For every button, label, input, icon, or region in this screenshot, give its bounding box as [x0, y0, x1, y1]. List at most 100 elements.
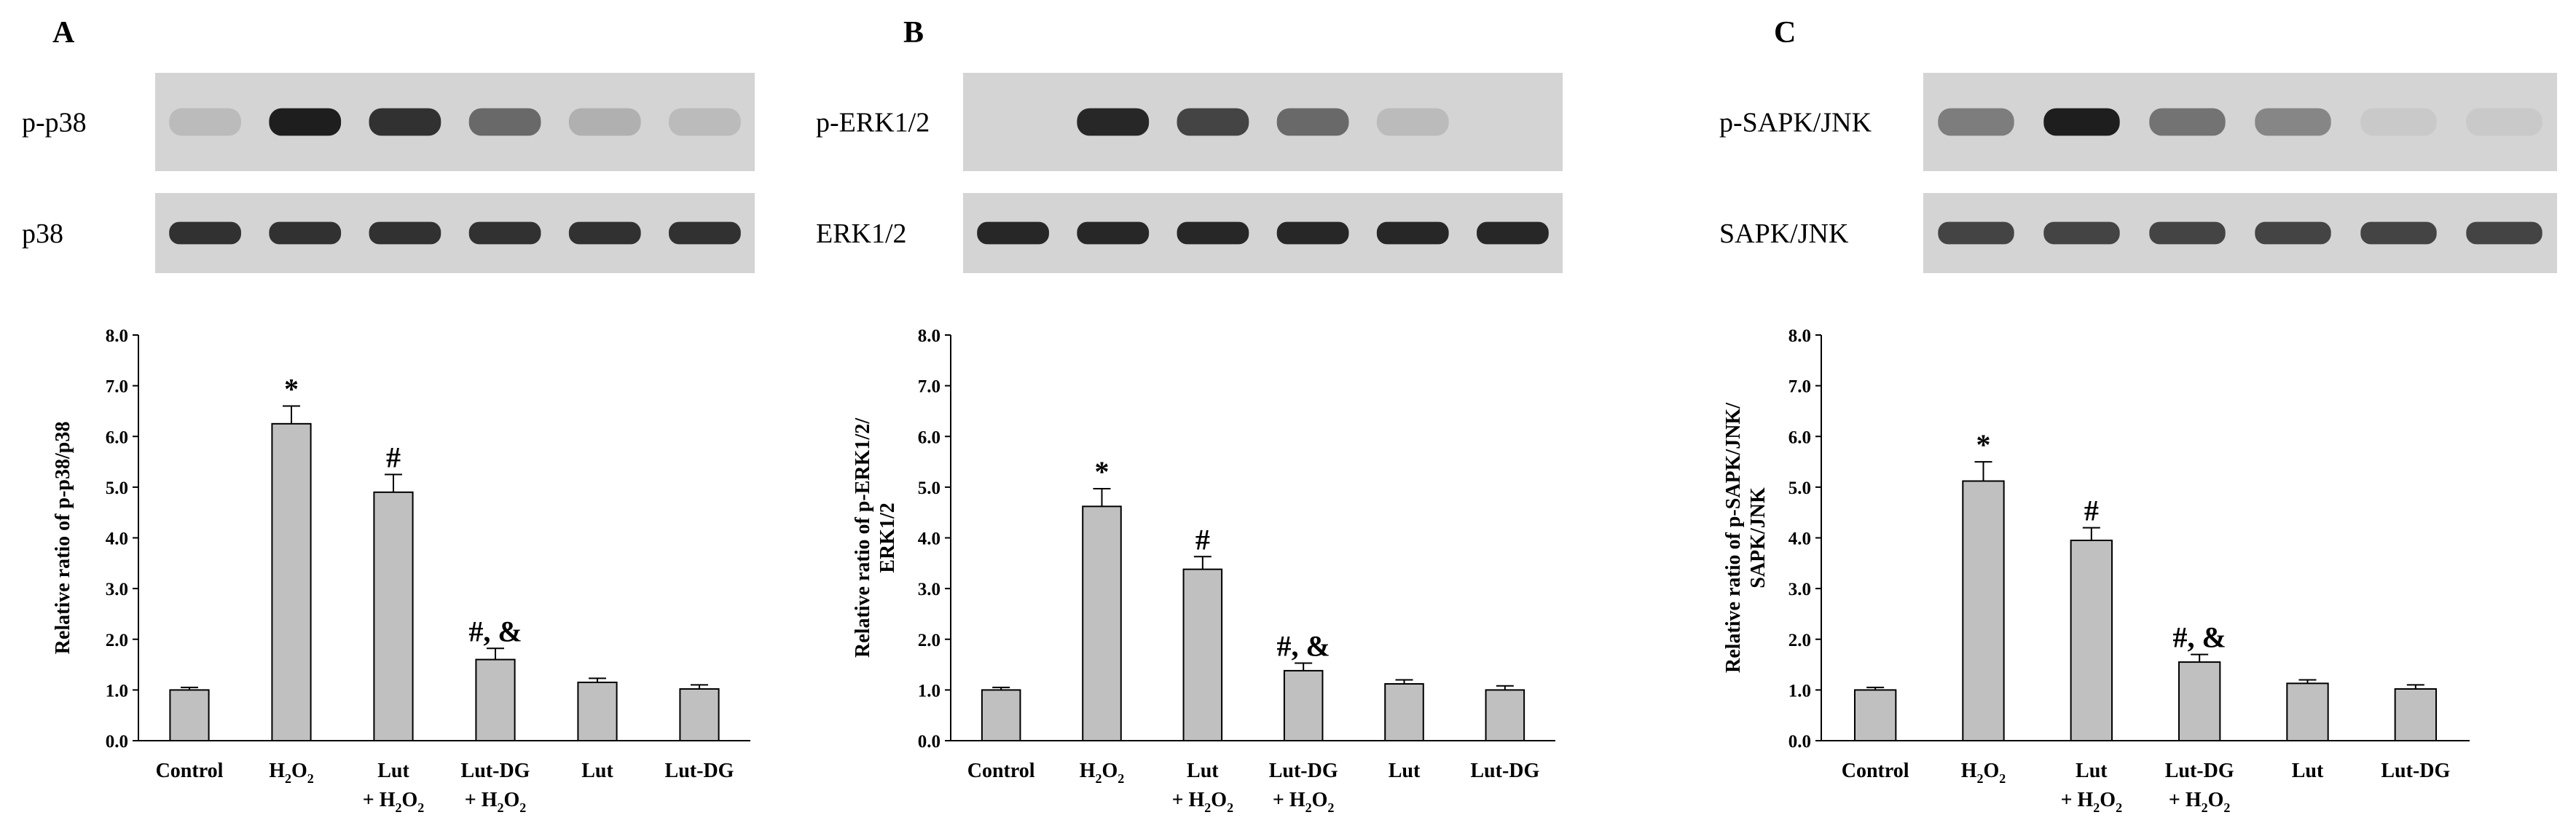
- blot-band: [2360, 108, 2437, 136]
- y-tick-label: 0.0: [918, 732, 941, 752]
- x-tick-label: Control: [156, 760, 224, 782]
- y-tick-label: 6.0: [106, 428, 128, 447]
- y-tick-label: 1.0: [106, 681, 128, 701]
- bar: [2394, 688, 2438, 741]
- blot-band: [269, 108, 342, 136]
- y-tick-label: 5.0: [918, 478, 941, 498]
- blot-band: [1276, 108, 1349, 136]
- y-axis-label-line: Relative ratio of p-p38/p38: [52, 422, 74, 655]
- blot-label: SAPK/JNK: [1719, 218, 1849, 249]
- blot-background: [155, 193, 755, 273]
- western-blot: [155, 73, 755, 171]
- blot-band: [2043, 221, 2120, 245]
- axes: 0.0 1.0 2.0 3.0 4.0 5.0 6.0 7.0 8.0: [1788, 326, 2470, 752]
- bar: [1853, 689, 1897, 741]
- bar: [1962, 480, 2005, 742]
- y-tick-label: 5.0: [106, 478, 128, 498]
- bar: [2286, 682, 2329, 741]
- significance-label: #: [1195, 523, 1210, 556]
- western-blot: [1923, 73, 2557, 171]
- blot-band: [269, 221, 342, 245]
- bar: [1283, 669, 1324, 741]
- y-tick-label: 5.0: [1788, 478, 1811, 498]
- blot-band: [568, 221, 641, 245]
- bar: [169, 689, 210, 741]
- y-tick-label: 8.0: [918, 326, 941, 346]
- y-axis-label: Relative ratio of p-SAPK/JNK/SAPK/JNK: [1722, 402, 1770, 673]
- y-tick-label: 3.0: [1788, 580, 1811, 599]
- y-tick-label: 1.0: [1788, 681, 1811, 701]
- y-axis-label-line: Relative ratio of p-ERK1/2/: [852, 417, 874, 658]
- x-tick-label-line2: + H2O2: [465, 789, 527, 815]
- blot-band: [2255, 221, 2331, 245]
- x-tick-label-line2: + H2O2: [2169, 789, 2231, 815]
- blot-band: [169, 221, 241, 245]
- significance-label: #, &: [1277, 629, 1330, 662]
- western-blot: [963, 73, 1563, 171]
- x-tick-label: Lut: [1389, 760, 1421, 782]
- blot-background: [963, 73, 1563, 171]
- x-tick-label: Lut-DG: [665, 760, 734, 782]
- panel-a: Ap-p38 p38 0.0 1.0 2.0 3.0 4.0 5.0 6.0 7.0 8.0 Rela…: [22, 16, 755, 815]
- x-tick-label-line2: + H2O2: [363, 789, 425, 815]
- y-tick-label: 6.0: [1788, 428, 1811, 447]
- x-tick-label-line2: + H2O2: [1273, 789, 1335, 815]
- x-tick-label: Lut-DG: [2165, 760, 2234, 782]
- x-tick-label: H2O2: [1080, 760, 1125, 786]
- blot-band: [169, 108, 241, 136]
- blot-band: [1077, 221, 1150, 245]
- y-axis-label: Relative ratio of p-ERK1/2/ERK1/2: [852, 417, 899, 658]
- axes: 0.0 1.0 2.0 3.0 4.0 5.0 6.0 7.0 8.0: [106, 326, 750, 752]
- blot-band: [1376, 108, 1449, 136]
- blot-background: [1923, 193, 2557, 273]
- blot-band: [1376, 221, 1449, 245]
- bar: [679, 688, 720, 741]
- blot-band: [2255, 108, 2331, 136]
- bar: [2178, 661, 2221, 741]
- bar: [577, 681, 618, 742]
- y-tick-label: 4.0: [106, 529, 128, 549]
- blot-band: [669, 221, 741, 245]
- western-blot: [1923, 193, 2557, 273]
- x-tick-label: H2O2: [269, 760, 314, 786]
- blot-background: [963, 193, 1563, 273]
- blot-band: [669, 108, 741, 136]
- bar: [475, 658, 516, 741]
- x-tick-label: Lut: [581, 760, 613, 782]
- x-tick-label-line2: + H2O2: [1172, 789, 1234, 815]
- y-tick-label: 2.0: [918, 631, 941, 650]
- panel-letter: A: [52, 16, 75, 50]
- blot-background: [1923, 73, 2557, 171]
- bar: [981, 689, 1021, 741]
- x-tick-label: Lut-DG: [2381, 760, 2450, 782]
- x-tick-label: Control: [1842, 760, 1909, 782]
- blot-label: p-SAPK/JNK: [1719, 108, 1872, 138]
- axes: 0.0 1.0 2.0 3.0 4.0 5.0 6.0 7.0 8.0: [918, 326, 1555, 752]
- blot-band: [1177, 221, 1249, 245]
- panel-letter: B: [903, 16, 924, 50]
- y-tick-label: 3.0: [106, 580, 128, 599]
- significance-label: *: [1976, 428, 1991, 461]
- significance-label: *: [284, 372, 299, 405]
- x-tick-label: Control: [967, 760, 1035, 782]
- blot-label: p38: [22, 218, 63, 249]
- x-tick-label: Lut-DG: [1470, 760, 1539, 782]
- blot-background: [155, 73, 755, 171]
- y-tick-label: 0.0: [1788, 732, 1811, 752]
- x-tick-label: Lut: [377, 760, 409, 782]
- y-tick-label: 1.0: [918, 681, 941, 701]
- blot-band: [2149, 221, 2226, 245]
- bar: [373, 491, 414, 742]
- y-tick-label: 8.0: [1788, 326, 1811, 346]
- significance-label: #, &: [468, 615, 522, 647]
- significance-label: #: [386, 441, 401, 473]
- blot-band: [468, 108, 541, 136]
- panel-letter: C: [1774, 16, 1796, 50]
- bar: [1384, 683, 1424, 742]
- blot-band: [1938, 221, 2014, 245]
- y-tick-label: 2.0: [1788, 631, 1811, 650]
- blot-band: [1276, 221, 1349, 245]
- x-tick-label: Lut-DG: [1269, 760, 1338, 782]
- blot-label: ERK1/2: [816, 218, 907, 249]
